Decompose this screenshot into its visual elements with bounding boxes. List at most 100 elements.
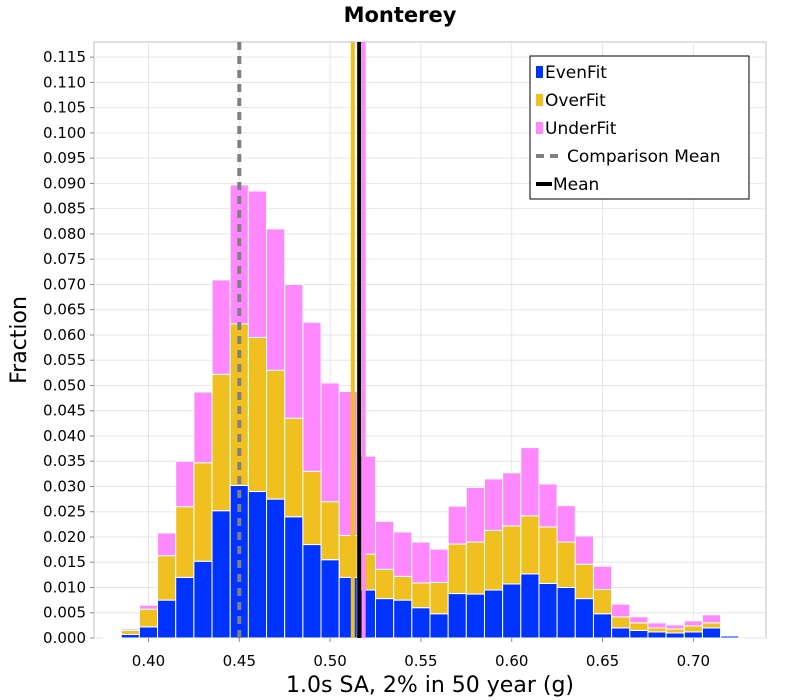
legend-swatch-evenfit [536,66,543,78]
y-tick-label: 0.010 [43,578,86,596]
bar-evenfit [465,593,485,639]
bar-underfit [411,541,431,584]
y-axis-ticks: 0.000 0.005 0.010 0.015 0.020 0.025 0.030 0.035… [43,48,94,647]
y-tick-label: 0.050 [43,376,86,394]
bar-evenfit [320,559,340,639]
bar-evenfit [175,576,195,639]
y-tick-label: 0.100 [43,124,86,142]
bar-overfit [393,575,413,601]
bar-underfit [465,486,485,543]
bar-overfit [266,369,286,500]
bar-underfit [102,634,122,637]
bar-underfit [175,460,195,508]
bar-underfit [447,505,467,545]
x-axis-label: 1.0s SA, 2% in 50 year (g) [286,673,574,698]
legend-label: Mean [553,175,599,195]
legend-box [529,55,750,200]
bar-overfit [538,526,558,584]
bar-overfit [193,462,213,562]
bar-overfit [284,417,304,518]
y-tick-label: 0.090 [43,174,86,192]
bar-evenfit [411,607,431,639]
bar-evenfit [375,598,395,639]
y-tick-label: 0.030 [43,477,86,495]
bar-overfit [247,336,268,493]
bar-overfit [647,627,667,633]
legend-label: Comparison Mean [567,147,721,167]
bar-overfit [175,506,195,578]
bar-overfit [683,625,703,633]
y-tick-label: 0.075 [43,250,86,268]
y-tick-label: 0.015 [43,553,86,571]
bar-underfit [720,633,740,636]
bar-underfit [483,478,504,531]
bar-underfit [302,321,322,472]
bar-overfit [502,525,522,585]
bar-evenfit [266,498,286,639]
bar-underfit [629,616,649,624]
y-tick-label: 0.080 [43,225,86,243]
bar-overfit [592,589,613,615]
bar-overfit [157,555,177,601]
bar-evenfit [611,627,631,639]
x-tick-label: 0.40 [132,652,165,670]
bar-underfit [266,228,286,371]
y-tick-label: 0.055 [43,351,86,369]
legend-label: UnderFit [545,119,617,139]
bar-underfit [556,505,576,543]
bar-underfit [375,520,395,570]
x-tick-label: 0.70 [677,652,710,670]
y-tick-label: 0.115 [43,48,86,66]
bar-evenfit [647,631,667,639]
legend-label: OverFit [545,91,606,111]
mean-lines [237,42,366,638]
bar-overfit [574,563,594,600]
bar-underfit [120,628,140,631]
bar-overfit [138,608,159,628]
bar-underfit [520,447,540,517]
bar-overfit [229,323,249,486]
bar-evenfit [629,629,649,639]
bar-evenfit [592,613,613,639]
y-tick-label: 0.070 [43,275,86,293]
bar-underfit [701,614,722,624]
bar-overfit [629,622,649,631]
bar-overfit [211,373,231,512]
bar-underfit [502,472,522,527]
bar-overfit [465,541,485,595]
bar-evenfit [247,491,268,639]
x-tick-label: 0.60 [495,652,528,670]
bar-evenfit [520,573,540,639]
y-tick-label: 0.045 [43,402,86,420]
bar-overfit [411,582,431,609]
bar-evenfit [574,598,594,639]
bar-evenfit [157,599,177,639]
bar-overfit [483,529,504,591]
bar-evenfit [556,586,576,639]
bar-underfit [320,382,340,503]
bar-evenfit [138,626,159,639]
bar-underfit [665,624,685,630]
y-tick-label: 0.060 [43,326,86,344]
x-tick-label: 0.50 [313,652,346,670]
bar-evenfit [502,583,522,639]
bar-underfit [193,391,213,464]
bar-overfit [375,568,395,600]
bar-underfit [574,535,594,565]
y-tick-label: 0.065 [43,301,86,319]
bar-underfit [592,565,613,591]
bar-underfit [138,604,159,610]
x-tick-label: 0.65 [586,652,619,670]
bar-evenfit [538,582,558,639]
y-tick-label: 0.035 [43,452,86,470]
bar-underfit [647,622,667,629]
y-tick-label: 0.085 [43,200,86,218]
bar-underfit [284,283,304,419]
y-tick-label: 0.000 [43,629,86,647]
bar-underfit [429,548,449,583]
bar-overfit [556,541,576,588]
bar-underfit [611,603,631,618]
bar-evenfit [483,589,504,639]
y-tick-label: 0.005 [43,604,86,622]
bar-evenfit [447,593,467,639]
